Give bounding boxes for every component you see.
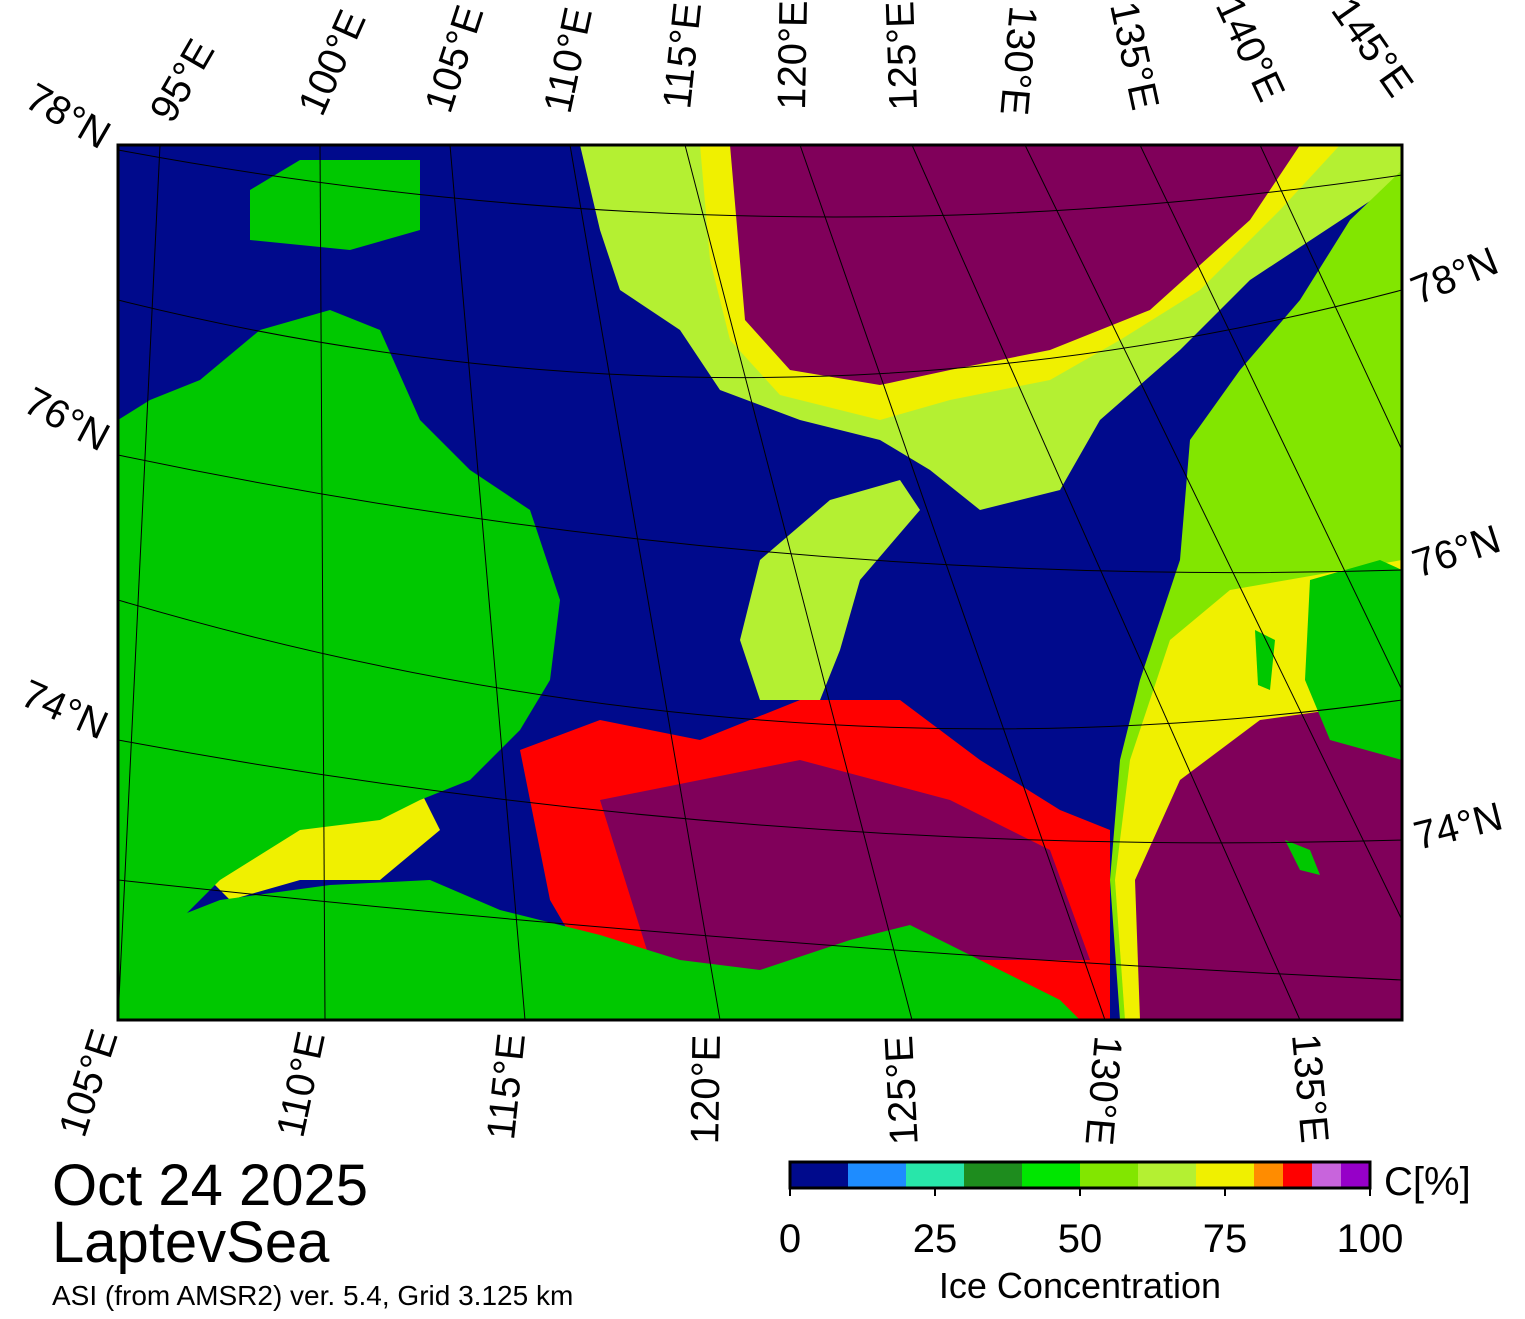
lat-label-right: 78°N <box>1405 239 1504 313</box>
lon-label-bottom: 110°E <box>269 1028 334 1141</box>
meridian <box>449 145 526 1020</box>
lon-label-top: 140°E <box>1207 0 1293 108</box>
colorbar-bin <box>1138 1162 1196 1188</box>
meridian <box>569 145 721 1020</box>
source: ASI (from AMSR2) ver. 5.4, Grid 3.125 km <box>52 1280 573 1311</box>
lon-label-top: 125°E <box>878 0 926 111</box>
lon-label-top: 115°E <box>655 0 710 110</box>
colorbar-bin <box>848 1162 906 1188</box>
land-island <box>1285 840 1320 875</box>
parallel <box>118 879 1402 981</box>
ice-east-core <box>1135 700 1402 1020</box>
colorbar-bin <box>964 1162 1022 1188</box>
map-area <box>118 145 1402 1020</box>
lon-label-top: 100°E <box>290 4 375 122</box>
parallel <box>118 599 1402 730</box>
region: LaptevSea <box>52 1210 330 1275</box>
lon-label-top: 120°E <box>770 0 816 110</box>
colorbar-bin <box>1022 1162 1080 1188</box>
lon-label-bottom: 135°E <box>1283 1032 1336 1145</box>
land-kotelny <box>1305 560 1402 760</box>
lon-label-bottom: 105°E <box>51 1024 127 1142</box>
ice-south-core <box>600 760 1090 1010</box>
colorbar: 0 25 50 75 100 <box>779 1160 1404 1261</box>
colorbar-bin <box>1196 1162 1254 1188</box>
lat-label-right: 74°N <box>1410 794 1507 858</box>
colorbar-tick-label: 100 <box>1337 1217 1404 1261</box>
lon-label-top: 95°E <box>142 32 224 129</box>
graticule <box>118 145 1402 1020</box>
colorbar-bin <box>1080 1162 1138 1188</box>
meridian <box>1139 145 1402 691</box>
meridian <box>1024 145 1402 921</box>
lon-label-top: 135°E <box>1101 0 1167 114</box>
lon-label-bottom: 125°E <box>877 1035 927 1147</box>
colorbar-title: Ice Concentration <box>939 1265 1221 1306</box>
ice-north-core <box>730 145 1300 385</box>
meridian <box>799 145 1106 1020</box>
colorbar-tick-label: 50 <box>1058 1217 1103 1261</box>
parallel <box>118 454 1402 574</box>
date: Oct 24 2025 <box>52 1153 368 1218</box>
colorbar-bin <box>1312 1162 1341 1188</box>
colorbar-tick-label: 25 <box>913 1217 958 1261</box>
colorbar-bin <box>1283 1162 1312 1188</box>
parallel <box>118 739 1402 844</box>
parallel <box>118 149 1402 218</box>
colorbar-tick-label: 75 <box>1203 1217 1248 1261</box>
land-taymyr <box>118 310 560 940</box>
map-frame <box>116 143 1404 1022</box>
colorbar-unit: C[%] <box>1384 1160 1471 1204</box>
lon-label-top: 105°E <box>417 0 493 118</box>
colorbar-bin <box>1254 1162 1283 1188</box>
ice-tongue <box>740 480 920 700</box>
lon-label-top: 130°E <box>991 4 1044 117</box>
lon-label-bottom: 120°E <box>683 1034 729 1144</box>
meridian <box>911 145 1301 1020</box>
colorbar-bin <box>790 1162 848 1188</box>
parallel <box>118 289 1402 379</box>
lat-label-right: 76°N <box>1407 517 1506 586</box>
land-island <box>1255 630 1275 690</box>
lon-label-bottom: 115°E <box>479 1031 534 1141</box>
lon-label-bottom: 130°E <box>1076 1034 1129 1147</box>
lat-label-left: 78°N <box>18 75 117 158</box>
meridian <box>1259 145 1402 451</box>
meridian <box>319 145 326 1020</box>
land-siberia <box>118 880 1080 1020</box>
lat-label-left: 74°N <box>15 672 115 749</box>
colorbar-bin <box>1341 1162 1370 1188</box>
lon-label-top: 145°E <box>1323 0 1422 105</box>
land-severnaya-zemlya <box>250 160 420 250</box>
meridian <box>118 145 161 1020</box>
colorbar-bin <box>906 1162 964 1188</box>
meridian <box>684 145 913 1020</box>
lon-label-top: 110°E <box>536 4 601 117</box>
lat-label-left: 76°N <box>17 379 117 460</box>
colorbar-tick-label: 0 <box>779 1217 801 1261</box>
